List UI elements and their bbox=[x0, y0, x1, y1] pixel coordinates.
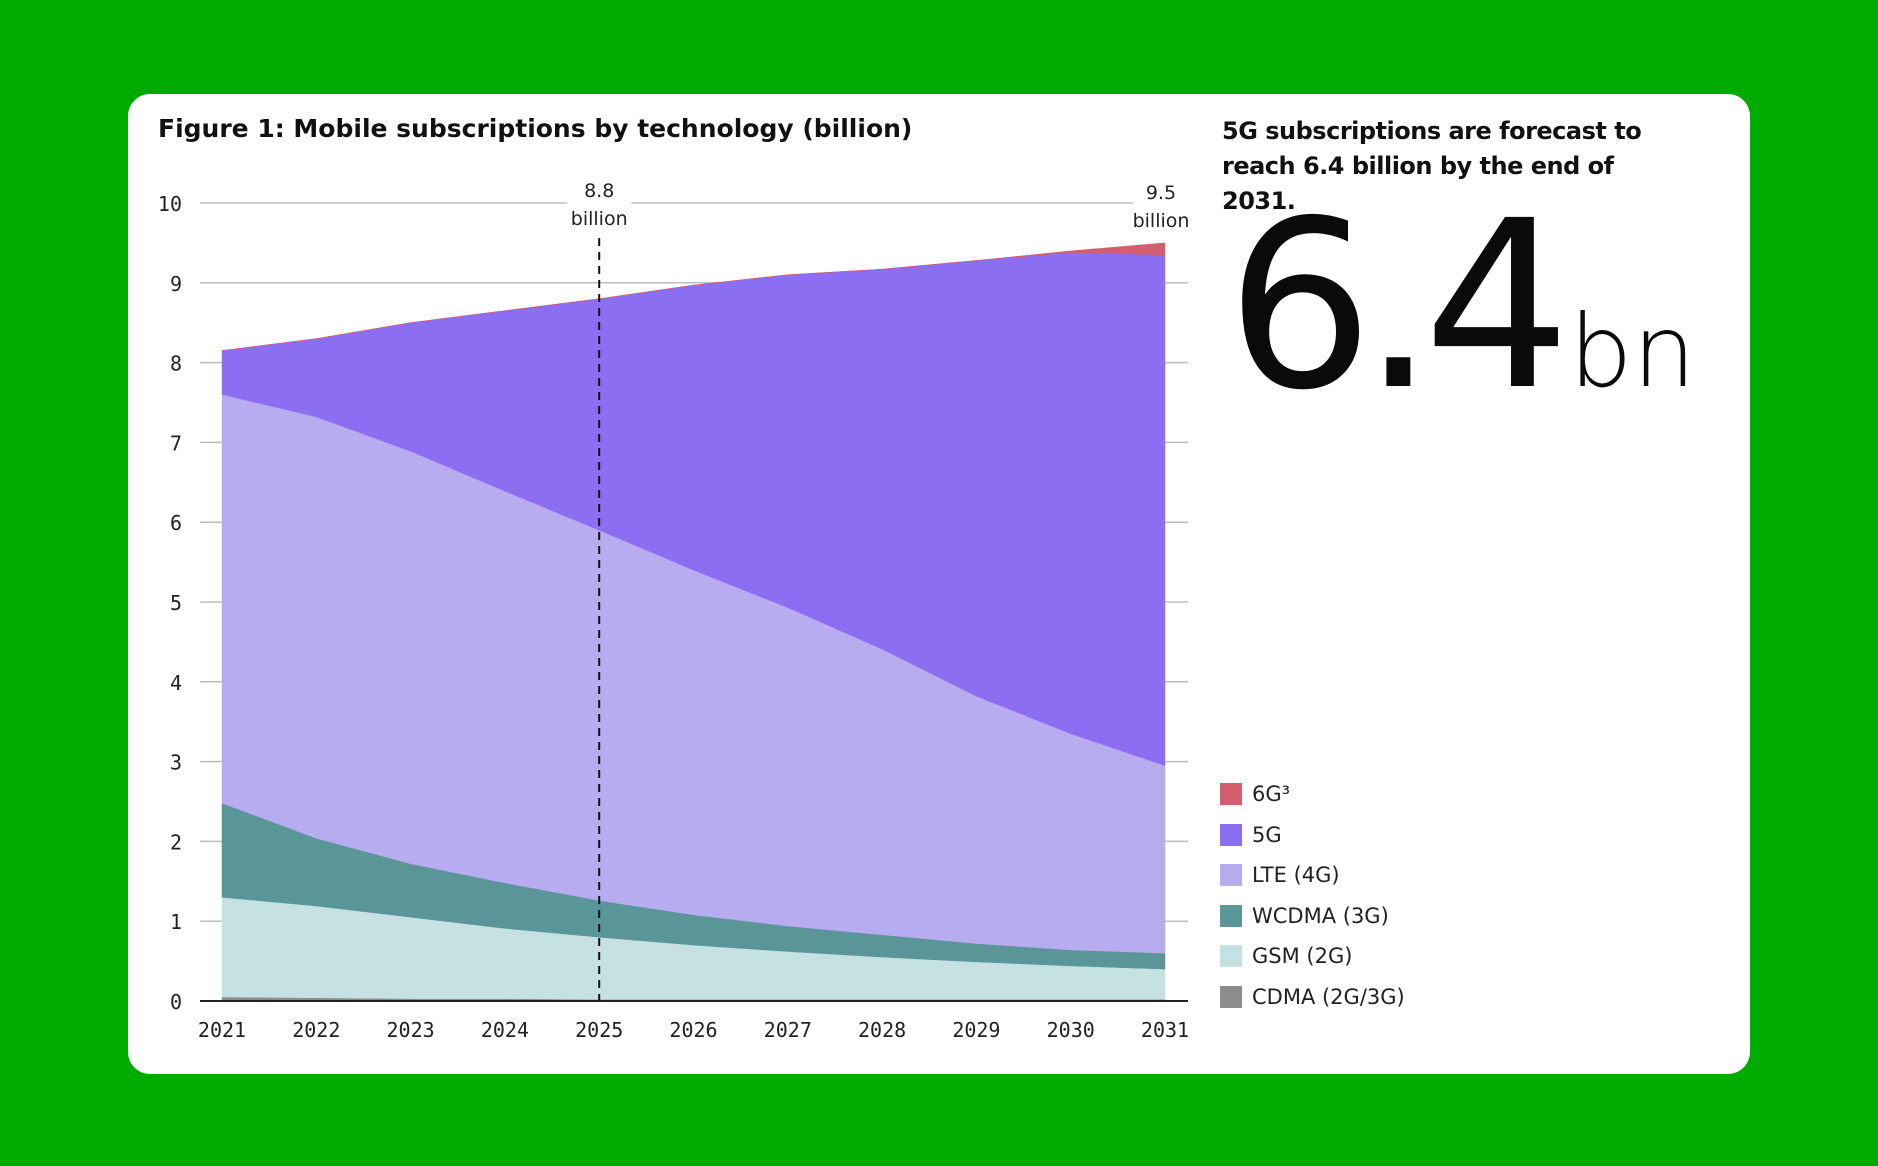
x-tick-label: 2025 bbox=[575, 1018, 623, 1042]
y-tick-label: 3 bbox=[170, 751, 182, 775]
big-stat-number: 6.4 bbox=[1226, 171, 1571, 441]
annotation-unit-label: billion bbox=[571, 208, 628, 230]
legend-swatch bbox=[1220, 945, 1242, 968]
x-tick-label: 2028 bbox=[858, 1018, 906, 1042]
legend-item: 5G bbox=[1220, 815, 1405, 856]
x-tick-label: 2023 bbox=[387, 1018, 435, 1042]
y-tick-label: 10 bbox=[158, 192, 182, 216]
legend-swatch bbox=[1220, 904, 1242, 927]
annotation-value-label: 8.8 bbox=[584, 180, 614, 202]
y-tick-label: 4 bbox=[170, 671, 182, 695]
x-tick-label: 2026 bbox=[669, 1018, 717, 1042]
y-tick-label: 9 bbox=[170, 272, 182, 296]
annotation-value-label: 9.5 bbox=[1146, 182, 1176, 204]
big-stat: 6.4 bn bbox=[1226, 190, 1696, 422]
big-stat-unit: bn bbox=[1568, 293, 1696, 410]
annotation-label-bg bbox=[567, 176, 632, 232]
legend-item: GSM (2G) bbox=[1220, 936, 1405, 977]
x-tick-label: 2022 bbox=[292, 1018, 340, 1042]
x-tick-label: 2027 bbox=[764, 1018, 812, 1042]
y-tick-label: 6 bbox=[170, 511, 182, 535]
legend-item: 6G³ bbox=[1220, 774, 1405, 815]
legend-item: CDMA (2G/3G) bbox=[1220, 977, 1405, 1018]
y-tick-label: 2 bbox=[170, 830, 182, 854]
legend-label: 5G bbox=[1252, 822, 1282, 847]
legend-swatch bbox=[1220, 985, 1242, 1008]
y-tick-label: 0 bbox=[170, 990, 182, 1014]
legend-label: GSM (2G) bbox=[1252, 944, 1353, 969]
x-tick-label: 2024 bbox=[481, 1018, 529, 1042]
annotation-label-bg bbox=[1133, 176, 1197, 232]
x-tick-label: 2021 bbox=[198, 1018, 246, 1042]
x-tick-label: 2031 bbox=[1141, 1018, 1189, 1042]
annotation-unit-label: billion bbox=[1133, 210, 1190, 232]
legend-label: WCDMA (3G) bbox=[1252, 903, 1389, 928]
headline-text: 5G subscriptions are forecast to reach 6… bbox=[1222, 117, 1642, 215]
y-tick-label: 8 bbox=[170, 352, 182, 376]
y-tick-label: 5 bbox=[170, 591, 182, 615]
legend-item: LTE (4G) bbox=[1220, 855, 1405, 896]
x-tick-label: 2029 bbox=[952, 1018, 1000, 1042]
legend-swatch bbox=[1220, 823, 1242, 846]
legend: 6G³ 5G LTE (4G) WCDMA (3G) GSM (2G) CDMA (2G/… bbox=[1220, 774, 1405, 1017]
legend-swatch bbox=[1220, 783, 1242, 806]
legend-label: CDMA (2G/3G) bbox=[1252, 984, 1405, 1009]
legend-label: 6G³ bbox=[1252, 782, 1291, 807]
legend-swatch bbox=[1220, 864, 1242, 887]
area-series-5 bbox=[221, 242, 1166, 351]
x-tick-label: 2030 bbox=[1047, 1018, 1095, 1042]
legend-item: WCDMA (3G) bbox=[1220, 896, 1405, 937]
legend-label: LTE (4G) bbox=[1252, 863, 1340, 888]
y-tick-label: 1 bbox=[170, 910, 182, 934]
chart-title: Figure 1: Mobile subscriptions by techno… bbox=[158, 114, 913, 143]
y-tick-label: 7 bbox=[170, 431, 182, 455]
